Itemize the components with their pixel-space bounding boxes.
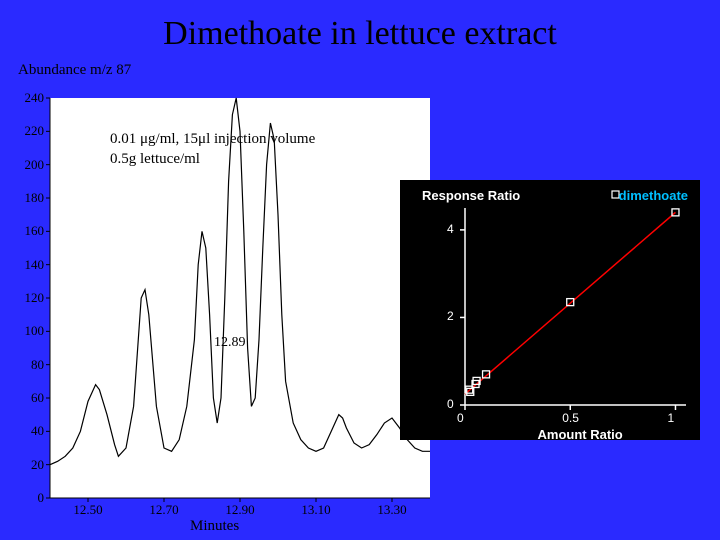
y-tick-label: 80 xyxy=(14,357,44,373)
inset-y-tick: 4 xyxy=(447,222,454,236)
x-tick-label: 12.70 xyxy=(144,502,184,518)
y-tick-label: 180 xyxy=(14,190,44,206)
inset-y-tick: 0 xyxy=(447,397,454,411)
y-tick-label: 120 xyxy=(14,290,44,306)
y-tick-label: 160 xyxy=(14,223,44,239)
inset-y-title: Response Ratio xyxy=(422,188,520,203)
inset-x-tick: 0.5 xyxy=(562,411,579,425)
inset-legend: dimethoate xyxy=(619,188,688,203)
y-tick-label: 0 xyxy=(14,490,44,506)
x-tick-label: 12.90 xyxy=(220,502,260,518)
y-tick-label: 20 xyxy=(14,457,44,473)
chart-annotation: 0.01 μg/ml, 15μl injection volume 0.5g l… xyxy=(110,130,315,169)
peak-label: 12.89 xyxy=(214,335,246,351)
annotation-line-1: 0.01 μg/ml, 15μl injection volume xyxy=(110,131,315,147)
y-tick-label: 60 xyxy=(14,390,44,406)
inset-chart: Response Ratio dimethoate Amount Ratio 0… xyxy=(400,180,700,440)
y-tick-label: 40 xyxy=(14,423,44,439)
inset-chart-svg xyxy=(400,180,700,440)
inset-x-tick: 1 xyxy=(667,411,674,425)
x-tick-label: 12.50 xyxy=(68,502,108,518)
y-tick-label: 100 xyxy=(14,323,44,339)
y-tick-label: 140 xyxy=(14,257,44,273)
annotation-line-2: 0.5g lettuce/ml xyxy=(110,151,200,167)
inset-x-title: Amount Ratio xyxy=(538,427,623,442)
y-tick-label: 240 xyxy=(14,90,44,106)
x-tick-label: 13.10 xyxy=(296,502,336,518)
y-tick-label: 200 xyxy=(14,157,44,173)
inset-y-tick: 2 xyxy=(447,309,454,323)
inset-x-tick: 0 xyxy=(457,411,464,425)
y-tick-label: 220 xyxy=(14,123,44,139)
x-axis-title: Minutes xyxy=(190,518,239,535)
x-tick-label: 13.30 xyxy=(372,502,412,518)
